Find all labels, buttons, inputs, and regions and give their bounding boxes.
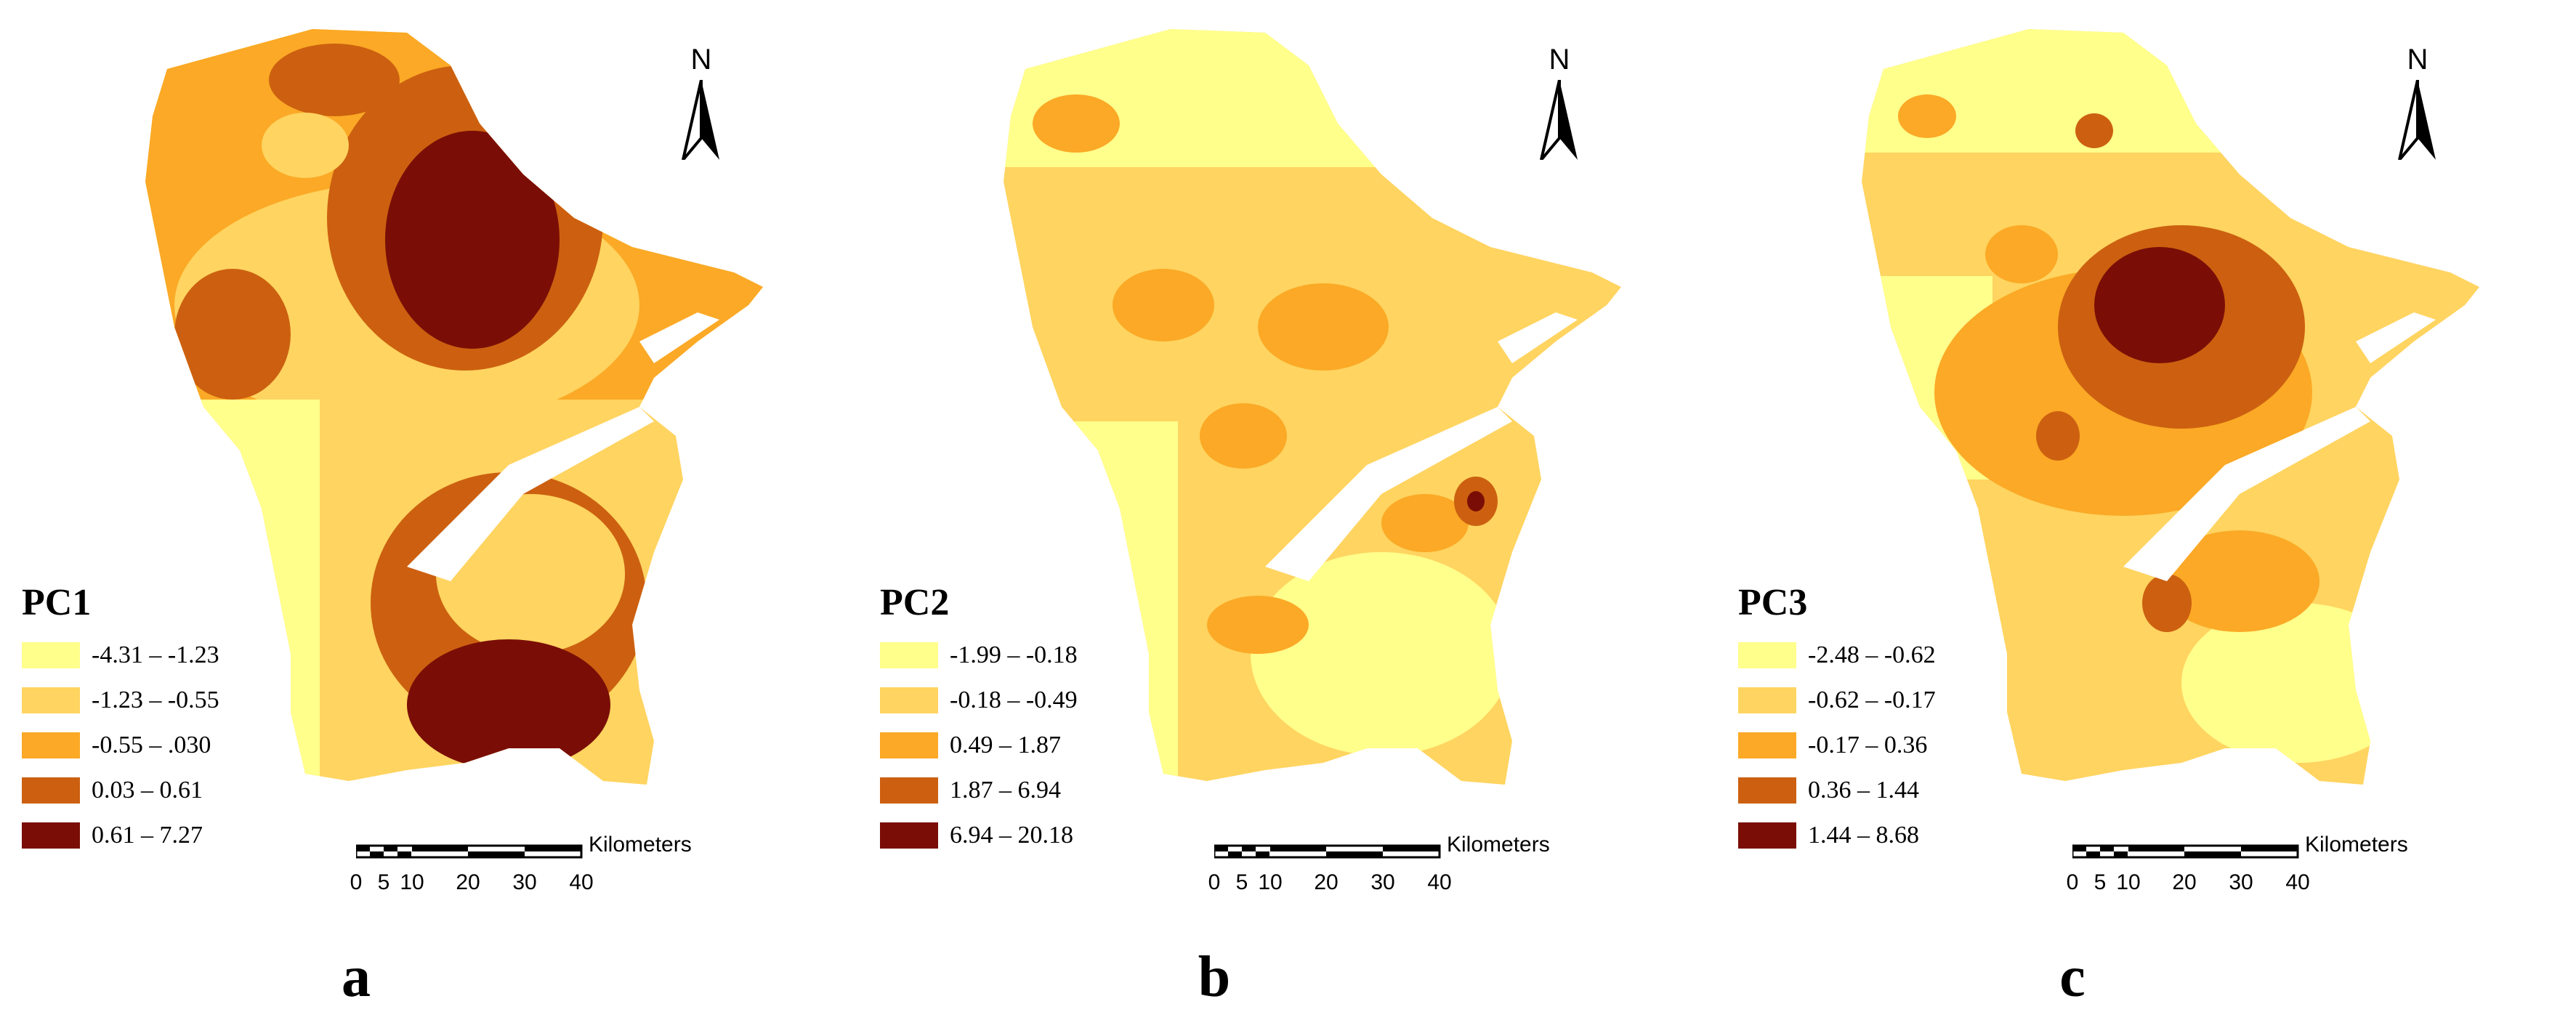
scale-unit-label: Kilometers bbox=[1447, 833, 1550, 857]
scale-tick: 30 bbox=[512, 870, 537, 894]
map-panel-c: PC3 -2.48 – -0.62 -0.62 – -0.17 -0.17 – … bbox=[1716, 0, 2575, 1036]
scale-unit-label: Kilometers bbox=[589, 833, 692, 857]
legend-title: PC1 bbox=[22, 582, 92, 623]
legend-label: -4.31 – -1.23 bbox=[92, 642, 219, 668]
scale-tick: 0 bbox=[1208, 870, 1221, 894]
scale-tick: 40 bbox=[569, 870, 594, 894]
legend-label: 6.94 – 20.18 bbox=[950, 822, 1073, 849]
legend-item: -1.99 – -0.18 bbox=[880, 633, 1078, 678]
legend-swatch bbox=[22, 732, 80, 758]
legend-title: PC3 bbox=[1738, 582, 1808, 623]
north-label: N bbox=[1549, 44, 1570, 76]
legend-swatch bbox=[1738, 687, 1796, 713]
legend-label: -0.55 – .030 bbox=[92, 732, 211, 758]
scale-tick: 40 bbox=[1427, 870, 1452, 894]
scale-tick: 40 bbox=[2285, 870, 2310, 894]
scale-bar: Kilometers 0 5 10 20 30 40 bbox=[350, 833, 698, 915]
north-label: N bbox=[690, 44, 712, 76]
scale-bar: Kilometers 0 5 10 20 30 40 bbox=[1208, 833, 1556, 915]
legend-label: -2.48 – -0.62 bbox=[1808, 642, 1936, 668]
legend-label: 1.87 – 6.94 bbox=[950, 777, 1061, 804]
legend-swatch bbox=[880, 732, 938, 758]
panel-label-a: a bbox=[342, 945, 371, 1009]
map-panel-a: PC1 -4.31 – -1.23 -1.23 – -0.55 -0.55 – … bbox=[0, 0, 858, 1036]
choropleth-map-pc3 bbox=[1862, 29, 2479, 785]
legend-swatch bbox=[1738, 642, 1796, 668]
legend-item: 6.94 – 20.18 bbox=[880, 813, 1078, 858]
legend-label: -1.23 – -0.55 bbox=[92, 687, 219, 713]
panel-label-b: b bbox=[1198, 945, 1231, 1009]
scale-tick: 5 bbox=[377, 870, 390, 894]
legend-item: 1.44 – 8.68 bbox=[1738, 813, 1936, 858]
legend-item: 0.49 – 1.87 bbox=[880, 723, 1078, 768]
legend-item: -4.31 – -1.23 bbox=[22, 633, 219, 678]
legend-item: -0.17 – 0.36 bbox=[1738, 723, 1936, 768]
scale-unit-label: Kilometers bbox=[2305, 833, 2408, 857]
north-arrow-icon: N bbox=[1527, 44, 1592, 167]
legend-item: 0.03 – 0.61 bbox=[22, 768, 219, 813]
panel-label-c: c bbox=[2059, 945, 2086, 1009]
legend-swatch bbox=[880, 822, 938, 849]
legend-label: 0.61 – 7.27 bbox=[92, 822, 203, 849]
legend-label: -0.18 – -0.49 bbox=[950, 687, 1078, 713]
legend-swatch bbox=[1738, 822, 1796, 849]
choropleth-map-pc1 bbox=[145, 29, 763, 785]
north-label: N bbox=[2407, 44, 2428, 76]
legend-swatch bbox=[1738, 732, 1796, 758]
legend-title: PC2 bbox=[880, 582, 950, 623]
legend-swatch bbox=[880, 687, 938, 713]
scale-tick: 30 bbox=[1370, 870, 1395, 894]
legend-item: 1.87 – 6.94 bbox=[880, 768, 1078, 813]
scale-tick: 0 bbox=[2066, 870, 2079, 894]
scale-tick: 10 bbox=[2116, 870, 2141, 894]
map-panel-b: PC2 -1.99 – -0.18 -0.18 – -0.49 0.49 – 1… bbox=[858, 0, 1716, 1036]
scale-tick: 5 bbox=[1235, 870, 1248, 894]
legend-label: 0.36 – 1.44 bbox=[1808, 777, 1919, 804]
legend-swatch bbox=[22, 777, 80, 804]
legend-swatch bbox=[880, 777, 938, 804]
legend-item: -0.62 – -0.17 bbox=[1738, 678, 1936, 723]
legend-label: 0.49 – 1.87 bbox=[950, 732, 1061, 758]
legend-item: -0.18 – -0.49 bbox=[880, 678, 1078, 723]
legend-pc1: PC1 -4.31 – -1.23 -1.23 – -0.55 -0.55 – … bbox=[22, 581, 219, 858]
scale-tick: 0 bbox=[350, 870, 363, 894]
scale-tick: 5 bbox=[2093, 870, 2107, 894]
legend-pc2: PC2 -1.99 – -0.18 -0.18 – -0.49 0.49 – 1… bbox=[880, 581, 1078, 858]
legend-swatch bbox=[22, 687, 80, 713]
scale-tick: 10 bbox=[1258, 870, 1283, 894]
scale-tick: 20 bbox=[2172, 870, 2197, 894]
scale-tick: 20 bbox=[1314, 870, 1339, 894]
legend-swatch bbox=[880, 642, 938, 668]
legend-item: 0.36 – 1.44 bbox=[1738, 768, 1936, 813]
north-arrow-icon: N bbox=[2385, 44, 2450, 167]
legend-item: -2.48 – -0.62 bbox=[1738, 633, 1936, 678]
legend-label: 0.03 – 0.61 bbox=[92, 777, 203, 804]
scale-tick: 10 bbox=[400, 870, 424, 894]
legend-item: -1.23 – -0.55 bbox=[22, 678, 219, 723]
legend-item: 0.61 – 7.27 bbox=[22, 813, 219, 858]
legend-swatch bbox=[22, 642, 80, 668]
legend-label: -1.99 – -0.18 bbox=[950, 642, 1078, 668]
scale-tick: 30 bbox=[2229, 870, 2253, 894]
legend-item: -0.55 – .030 bbox=[22, 723, 219, 768]
legend-swatch bbox=[1738, 777, 1796, 804]
legend-pc3: PC3 -2.48 – -0.62 -0.62 – -0.17 -0.17 – … bbox=[1738, 581, 1936, 858]
scale-tick: 20 bbox=[456, 870, 480, 894]
choropleth-map-pc2 bbox=[1004, 29, 1621, 785]
legend-label: -0.17 – 0.36 bbox=[1808, 732, 1928, 758]
legend-swatch bbox=[22, 822, 80, 849]
scale-bar: Kilometers 0 5 10 20 30 40 bbox=[2067, 833, 2414, 915]
legend-label: -0.62 – -0.17 bbox=[1808, 687, 1936, 713]
legend-label: 1.44 – 8.68 bbox=[1808, 822, 1919, 849]
north-arrow-icon: N bbox=[669, 44, 734, 167]
